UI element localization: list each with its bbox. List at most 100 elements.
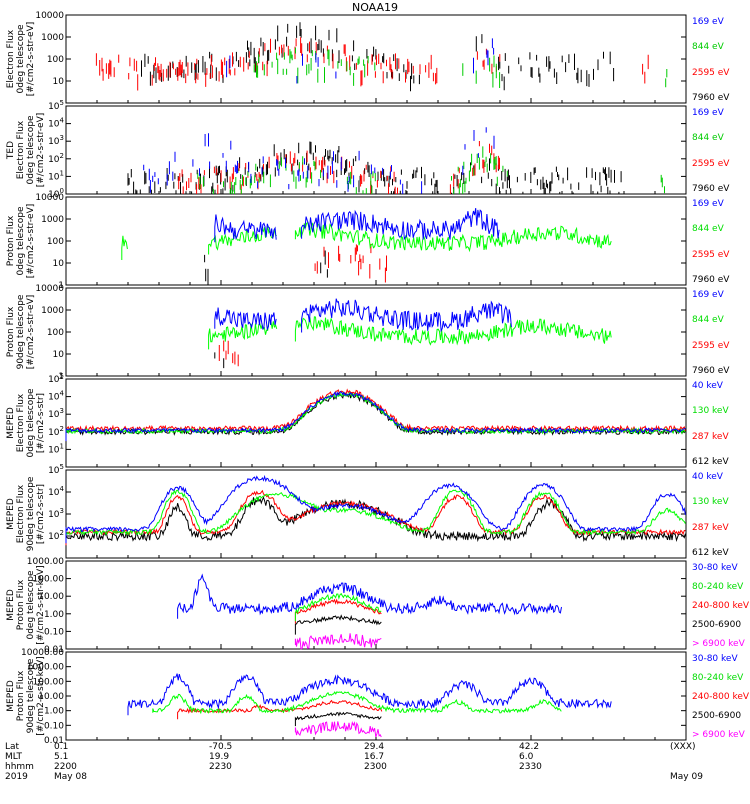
y-tick-label: 104 <box>48 117 64 130</box>
ylabel-line: 0deg telescope <box>26 388 36 458</box>
y-tick-label: 103 <box>48 507 64 520</box>
footer-time: 2200 <box>54 762 77 772</box>
series-line <box>204 250 328 285</box>
footer-lat: 29.4 <box>364 742 385 752</box>
series-line <box>121 221 612 260</box>
legend-entry: 2595 eV <box>692 158 730 169</box>
legend-entry: 2595 eV <box>692 249 730 260</box>
y-tick-label: 10000 <box>35 11 64 21</box>
y-tick-label: 102 <box>48 425 64 438</box>
series-3-3 <box>121 221 612 260</box>
ylabel-line: 90deg telescope <box>16 294 26 370</box>
legend-entry: > 6900 keV <box>692 639 745 649</box>
y-tick-label: 100.00 <box>33 677 65 687</box>
footer-lat: 42.2 <box>519 742 540 752</box>
series-line <box>314 243 387 283</box>
y-tick-label: 0.01 <box>44 645 64 655</box>
series-8-4 <box>152 691 562 715</box>
ylabel-line: [#/cm2-s-str] <box>36 392 46 454</box>
y-tick-label: 105 <box>48 372 64 385</box>
ylabel-line: [#/cm2-s-str-keV] <box>36 656 46 736</box>
ylabel-line: [#/cm2-s-str-eV] <box>26 203 36 279</box>
legend-entry: 612 keV <box>692 457 729 467</box>
series-line <box>65 489 686 546</box>
ylabel-line: 90deg telescope <box>26 658 36 734</box>
legend-entry: 30-80 keV <box>692 654 738 664</box>
y-tick-label: 1000.00 <box>27 557 64 567</box>
panel-frame-7 <box>65 560 687 650</box>
y-tick-label: 104 <box>48 485 64 498</box>
panel-3-ylabel: Proton Flux 0deg telescope [#/cm2-s-str-eV… <box>6 199 36 283</box>
panel-6-ylabel: MEPED Electron Flux 90deg telescope [#/cm2-… <box>6 472 46 556</box>
series-3-1 <box>204 250 328 285</box>
legend-entry: 2595 eV <box>692 340 730 351</box>
series-7-5 <box>177 573 562 619</box>
y-tick-label: 105 <box>48 463 64 476</box>
ylabel-line: Electron Flux <box>16 484 26 544</box>
ylabel-line: Electron Flux <box>16 393 26 453</box>
series-line <box>294 598 382 624</box>
footer-row-label: MLT <box>5 752 23 762</box>
panel-frame-5 <box>65 378 687 468</box>
y-tick-label: 0.10 <box>44 627 64 637</box>
ylabel-line: Electron Flux <box>6 29 16 89</box>
y-tick-label: 1000 <box>41 215 64 225</box>
series-line <box>141 22 615 92</box>
series-4-2 <box>218 340 239 367</box>
footer-time: 2300 <box>364 762 387 772</box>
y-tick-label: 10 <box>53 259 65 269</box>
y-tick-label: 10.00 <box>38 692 64 702</box>
footer-lat: (XXX) <box>670 742 696 752</box>
y-tick-label: 104 <box>48 390 64 403</box>
series-line <box>65 391 686 443</box>
footer-mlt: 19.9 <box>209 752 230 762</box>
footer-row-label: hhmm <box>5 762 34 772</box>
panel-8-ylabel: MEPED Proton Flux 90deg telescope [#/cm2-s-… <box>6 654 46 738</box>
legend-entry: 169 eV <box>692 290 724 300</box>
ylabel-line: 0deg telescope <box>26 570 36 640</box>
ylabel-line: MEPED <box>6 680 16 712</box>
ylabel-line: 0deg telescope <box>26 115 36 185</box>
series-line <box>226 38 495 84</box>
series-8-1 <box>294 721 382 738</box>
y-tick-label: 105 <box>48 99 64 112</box>
ylabel-line: [#/cm2-s-str-keV] <box>36 565 46 645</box>
legend-entry: 130 keV <box>692 406 729 417</box>
series-line <box>214 352 225 369</box>
series-5-1 <box>65 391 686 443</box>
footer-row-label: 2019 <box>5 772 28 782</box>
series-8-5 <box>127 673 612 716</box>
series-line <box>65 391 686 442</box>
ylabel-line: Proton Flux <box>16 670 26 722</box>
y-tick-label: 10 <box>53 77 65 87</box>
series-7-3 <box>294 598 382 624</box>
ylabel-line: Electron Flux <box>16 120 26 180</box>
series-2-2 <box>178 141 500 194</box>
legend-entry: 844 eV <box>692 315 724 326</box>
legend-entry: 844 eV <box>692 42 724 53</box>
ylabel-line: MEPED <box>6 407 16 439</box>
y-tick-label: 10000.00 <box>21 648 64 658</box>
ylabel-line: [#/cm2-s-str-eV] <box>36 112 46 188</box>
y-tick-label: 102 <box>48 529 64 542</box>
footer-mlt: 16.7 <box>364 752 385 762</box>
y-tick-label: 1000.00 <box>27 663 64 673</box>
series-6-3 <box>65 489 686 541</box>
y-tick-label: 0.01 <box>44 736 64 746</box>
legend-entry: > 6900 keV <box>692 730 745 740</box>
series-4-1 <box>214 352 225 369</box>
y-tick-label: 0.10 <box>44 721 64 731</box>
series-7-1 <box>294 633 382 650</box>
panel-5-ylabel: MEPED Electron Flux 0deg telescope [#/cm2-s… <box>6 381 46 465</box>
series-line <box>214 208 500 243</box>
series-line <box>294 721 382 738</box>
y-tick-label: 1000 <box>41 306 64 316</box>
legend-entry: 169 eV <box>692 17 724 27</box>
panel-frame-2 <box>65 105 687 195</box>
ylabel-line: MEPED <box>6 589 16 621</box>
y-tick-label: 101 <box>48 169 64 182</box>
y-tick-label: 1 <box>58 281 64 291</box>
footer-time: 2330 <box>519 762 542 772</box>
series-3-4 <box>214 208 500 243</box>
ylabel-line: [#/cm2-s-str] <box>36 483 46 545</box>
